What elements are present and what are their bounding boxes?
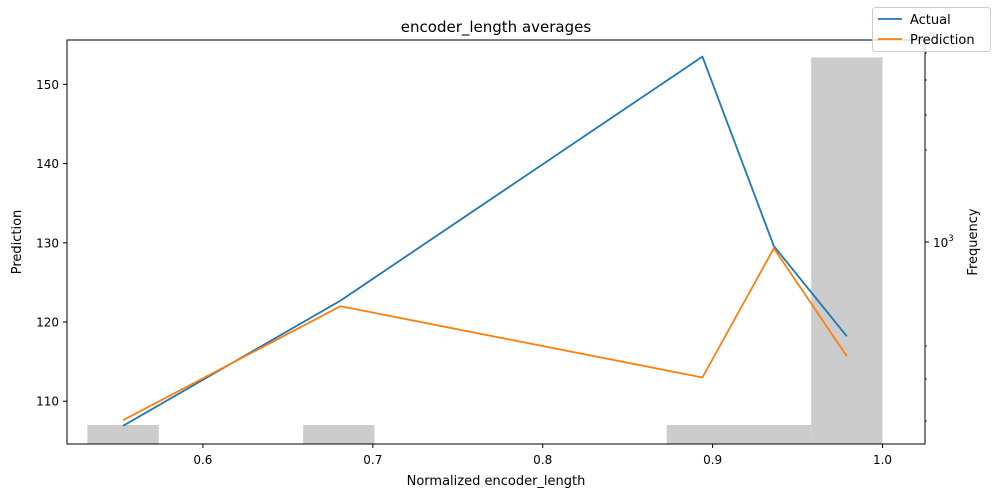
y2-axis: 103 <box>925 52 954 422</box>
x-axis-label: Normalized encoder_length <box>407 474 586 489</box>
y-tick-label: 120 <box>36 316 59 330</box>
y2-axis-label: Frequency <box>966 208 981 275</box>
series-line-prediction <box>122 247 848 421</box>
x-tick-label: 0.8 <box>533 453 552 467</box>
histogram-bar <box>87 424 159 444</box>
x-tick-label: 0.9 <box>703 453 722 467</box>
legend-label-actual: Actual <box>910 13 951 28</box>
histogram-bar <box>811 57 883 444</box>
y-tick-label: 130 <box>36 236 59 250</box>
y-tick-label: 150 <box>36 78 59 92</box>
y-axis: 110 120 130 140 150 <box>36 78 67 409</box>
y-axis-label: Prediction <box>10 210 25 275</box>
legend: Actual Prediction <box>872 7 991 52</box>
y-tick-label: 110 <box>36 395 59 409</box>
legend-label-prediction: Prediction <box>910 33 975 48</box>
histogram-layer <box>87 57 883 444</box>
chart-title: encoder_length averages <box>401 18 592 37</box>
x-tick-label: 0.7 <box>363 453 382 467</box>
series-line-actual <box>122 55 848 427</box>
series-lines-layer <box>122 55 848 427</box>
histogram-bar <box>666 424 812 444</box>
x-tick-label: 0.6 <box>193 453 212 467</box>
histogram-bar <box>303 424 375 444</box>
y-tick-label: 140 <box>36 157 59 171</box>
x-tick-label: 1.0 <box>873 453 892 467</box>
y2-tick-label: 103 <box>933 234 954 250</box>
x-axis: 0.6 0.7 0.8 0.9 1.0 <box>193 444 892 467</box>
